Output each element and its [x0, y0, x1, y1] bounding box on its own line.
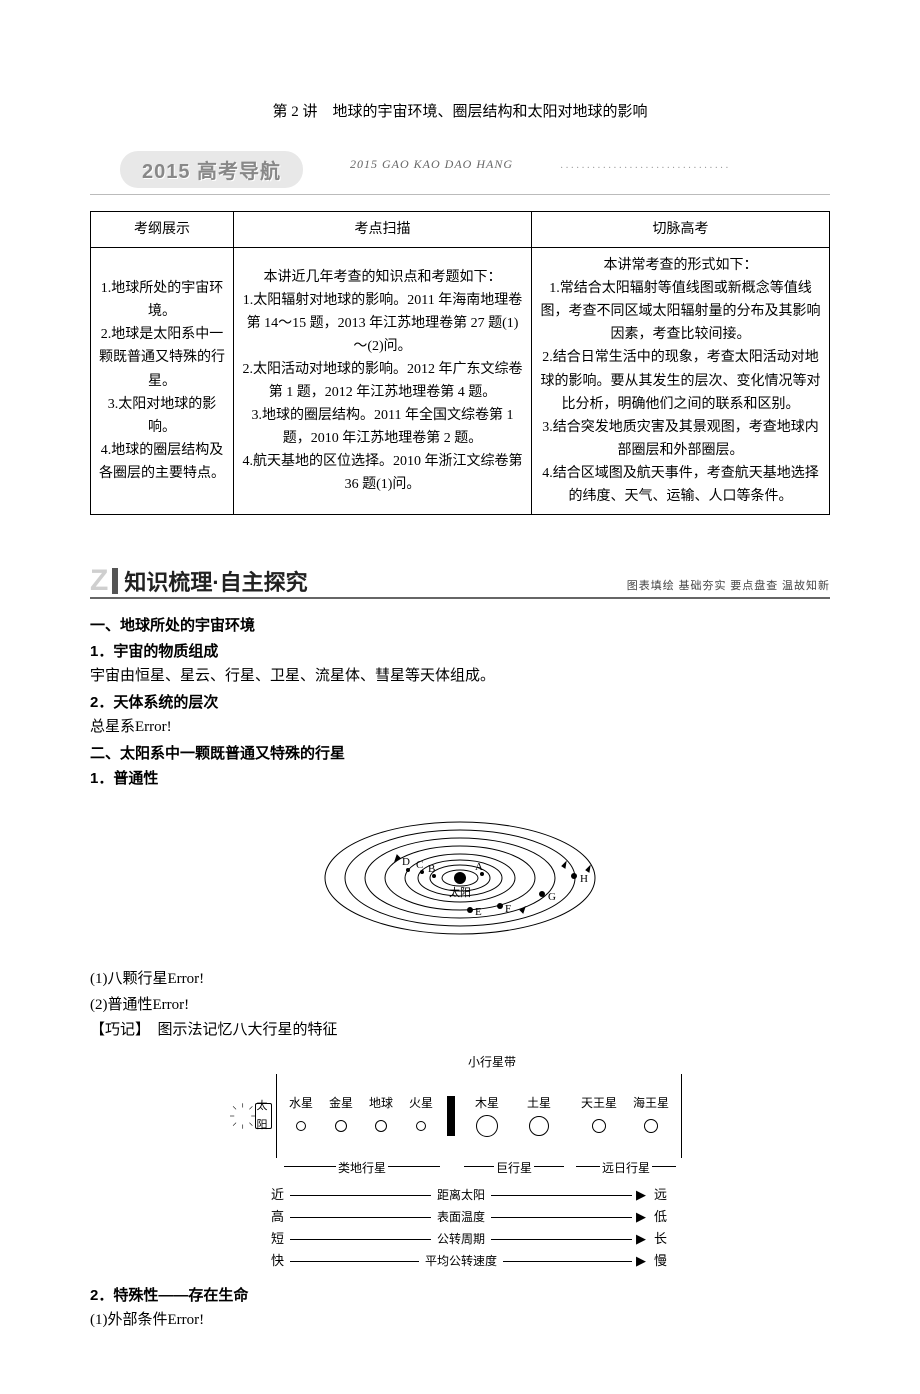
sub-2-1-title: 1．普通性	[90, 766, 830, 792]
prop-label: 公转周期	[431, 1232, 491, 1246]
prop-right: 远	[650, 1184, 690, 1206]
planet-name: 天王星	[573, 1093, 625, 1113]
prop-label: 距离太阳	[431, 1188, 491, 1202]
banner: 2015 高考导航 2015 GAO KAO DAO HANG ········…	[90, 151, 830, 191]
group-label: 类地行星	[336, 1161, 388, 1175]
planet-name: 地球	[361, 1093, 401, 1113]
prop-right: 慢	[650, 1250, 690, 1272]
property-row: 近 距离太阳 ▶ 远	[230, 1184, 690, 1206]
planet-name: 水星	[281, 1093, 321, 1113]
planet-circle-icon	[335, 1120, 347, 1132]
prop-label: 平均公转速度	[419, 1254, 503, 1268]
content-body: 一、地球所处的宇宙环境 1．宇宙的物质组成 宇宙由恒星、星云、行星、卫星、流星体…	[90, 613, 830, 1334]
planet-circle-icon	[592, 1119, 606, 1133]
group-label: 巨行星	[494, 1161, 534, 1175]
heading-2: 二、太阳系中一颗既普通又特殊的行星	[90, 741, 830, 767]
th-outline: 考纲展示	[91, 212, 234, 248]
sub-2-2-p1: (1)外部条件Error!	[90, 1308, 830, 1334]
svg-text:G: G	[548, 891, 556, 903]
orbit-svg: 太阳 A B C D E F G H	[310, 800, 610, 950]
cell-scan: 本讲近几年考查的知识点和考题如下：1.太阳辐射对地球的影响。2011 年海南地理…	[234, 248, 532, 515]
group-label: 远日行星	[600, 1161, 652, 1175]
prop-label: 表面温度	[431, 1210, 491, 1224]
prop-right: 低	[650, 1206, 690, 1228]
sub-1-1-title: 1．宇宙的物质组成	[90, 639, 830, 665]
table-row: 1.地球所处的宇宙环境。2.地球是太阳系中一颗既普通又特殊的行星。3.太阳对地球…	[91, 248, 830, 515]
sub-2-1-p1: (1)八颗行星Error!	[90, 967, 830, 993]
cell-exam: 本讲常考查的形式如下：1.常结合太阳辐射等值线图或新概念等值线图，考查不同区域太…	[532, 248, 830, 515]
prop-left: 短	[230, 1228, 290, 1250]
section-band: Z 知识梳理·自主探究 图表填绘 基础夯实 要点盘查 温故知新	[90, 565, 830, 599]
planet-name: 火星	[401, 1093, 441, 1113]
planet-circle-icon	[644, 1119, 658, 1133]
svg-text:D: D	[402, 856, 410, 868]
banner-dots: ································	[560, 163, 731, 174]
prop-left: 快	[230, 1250, 290, 1272]
asteroid-belt-label: 小行星带	[462, 1052, 522, 1072]
prop-left: 高	[230, 1206, 290, 1228]
lecture-title: 第 2 讲 地球的宇宙环境、圈层结构和太阳对地球的影响	[90, 100, 830, 121]
orbit-diagram: 太阳 A B C D E F G H	[90, 800, 830, 960]
th-exam: 切脉高考	[532, 212, 830, 248]
svg-text:C: C	[416, 859, 423, 871]
planet-name: 海王星	[625, 1093, 677, 1113]
section-bar-icon	[112, 568, 118, 594]
svg-text:H: H	[580, 873, 588, 885]
section-title: 知识梳理·自主探究	[124, 565, 307, 597]
sun-label: 太阳	[255, 1103, 272, 1129]
planet-name: 金星	[321, 1093, 361, 1113]
planet-circle-icon	[416, 1121, 426, 1131]
sub-1-2-title: 2．天体系统的层次	[90, 690, 830, 716]
divider-icon	[276, 1074, 277, 1158]
planet-circle-icon	[529, 1116, 549, 1136]
cell-outline: 1.地球所处的宇宙环境。2.地球是太阳系中一颗既普通又特殊的行星。3.太阳对地球…	[91, 248, 234, 515]
table-header-row: 考纲展示 考点扫描 切脉高考	[91, 212, 830, 248]
arrow-right-icon: ▶	[632, 1228, 650, 1250]
planet-circle-icon	[476, 1115, 498, 1137]
banner-rule	[90, 194, 830, 195]
planet-circle-icon	[375, 1120, 387, 1132]
planet-characteristics-diagram: 小行星带	[90, 1052, 830, 1275]
prop-left: 近	[230, 1184, 290, 1206]
section-subtitle: 图表填绘 基础夯实 要点盘查 温故知新	[627, 577, 830, 597]
planet-name: 木星	[461, 1093, 513, 1113]
property-row: 高 表面温度 ▶ 低	[230, 1206, 690, 1228]
divider-icon	[681, 1074, 682, 1158]
sub-1-2-body: 总星系Error!	[90, 715, 830, 741]
property-row: 短 公转周期 ▶ 长	[230, 1228, 690, 1250]
sun-icon: 太阳	[230, 1095, 272, 1137]
arrow-right-icon: ▶	[632, 1184, 650, 1206]
property-row: 快 平均公转速度 ▶ 慢	[230, 1250, 690, 1272]
svg-text:F: F	[505, 903, 511, 915]
sub-2-1-p2: (2)普通性Error!	[90, 993, 830, 1019]
banner-pill: 2015 高考导航	[120, 151, 303, 188]
syllabus-table: 考纲展示 考点扫描 切脉高考 1.地球所处的宇宙环境。2.地球是太阳系中一颗既普…	[90, 211, 830, 515]
banner-subtitle: 2015 GAO KAO DAO HANG	[350, 157, 513, 172]
th-scan: 考点扫描	[234, 212, 532, 248]
sub-2-2-title: 2．特殊性——存在生命	[90, 1283, 830, 1309]
planet-name: 土星	[513, 1093, 565, 1113]
heading-1: 一、地球所处的宇宙环境	[90, 613, 830, 639]
arrow-right-icon: ▶	[632, 1206, 650, 1228]
arrow-right-icon: ▶	[632, 1250, 650, 1272]
tip-label: 【巧记】 图示法记忆八大行星的特征	[90, 1018, 830, 1044]
asteroid-belt-icon	[447, 1096, 455, 1136]
svg-text:A: A	[475, 861, 483, 873]
svg-text:B: B	[428, 863, 435, 875]
sub-1-1-body: 宇宙由恒星、星云、行星、卫星、流星体、彗星等天体组成。	[90, 664, 830, 690]
prop-right: 长	[650, 1228, 690, 1250]
orbit-sun-label: 太阳	[449, 886, 471, 899]
section-ornament-letter: Z	[90, 566, 108, 596]
planet-circle-icon	[296, 1121, 306, 1131]
svg-text:E: E	[475, 906, 482, 918]
